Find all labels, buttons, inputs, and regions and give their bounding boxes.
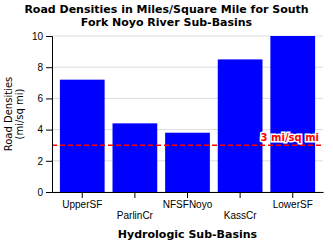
title-line: Road Densities in Miles/Square Mile for … xyxy=(24,3,308,16)
tick-label: 6 xyxy=(37,93,43,104)
y-axis-title-line: Road Densities xyxy=(3,77,14,152)
bar xyxy=(270,36,315,192)
y-axis-title-line: (mi/sq mi) xyxy=(14,88,25,139)
chart: 0 2 4 6 8 10 UpperSF ParlinCr NFSFNoyo KassCr Lowe… xyxy=(0,0,333,244)
tick: 6 xyxy=(37,93,52,104)
grid xyxy=(52,36,323,192)
tick-mark xyxy=(46,36,52,37)
y-axis: 0 2 4 6 8 10 xyxy=(32,31,53,198)
tick: 2 xyxy=(37,156,52,167)
tick-mark xyxy=(187,192,188,198)
annotation: 3 mi/sq mi xyxy=(261,132,319,143)
tick-label: NFSFNoyo xyxy=(163,199,213,210)
tick-mark xyxy=(82,192,83,198)
bar xyxy=(218,59,263,192)
y-axis-title: Road Densities(mi/sq mi) xyxy=(3,77,25,152)
bars xyxy=(52,36,323,192)
tick-mark xyxy=(46,192,52,193)
tick: LowerSF xyxy=(273,192,313,210)
tick-label: 10 xyxy=(32,31,44,42)
tick: UpperSF xyxy=(62,192,102,210)
tick: NFSFNoyo xyxy=(163,192,213,210)
bar xyxy=(113,123,158,192)
tick-label: 8 xyxy=(37,62,43,73)
tick: ParlinCr xyxy=(117,192,154,221)
tick-mark xyxy=(240,192,241,198)
tick: 4 xyxy=(37,124,52,135)
tick-mark xyxy=(46,130,52,131)
tick-mark xyxy=(46,98,52,99)
tick-mark xyxy=(46,67,52,68)
plot: 0 2 4 6 8 10 UpperSF ParlinCr NFSFNoyo KassCr Lowe… xyxy=(32,31,324,221)
x-axis: UpperSF ParlinCr NFSFNoyo KassCr LowerSF xyxy=(53,192,324,221)
tick-label: 4 xyxy=(37,124,43,135)
tick-label: LowerSF xyxy=(273,199,313,210)
tick-mark xyxy=(292,192,293,198)
bar xyxy=(60,80,105,192)
tick: 0 xyxy=(37,187,52,198)
bar xyxy=(165,133,210,192)
tick: 8 xyxy=(37,62,52,73)
tick-mark xyxy=(46,161,52,162)
tick: KassCr xyxy=(224,192,257,221)
tick-label: 2 xyxy=(37,156,43,167)
title: Road Densities in Miles/Square Mile for … xyxy=(24,3,308,29)
tick-mark xyxy=(134,192,135,198)
tick-label: 0 xyxy=(37,187,43,198)
tick-label: KassCr xyxy=(224,210,257,221)
tick: 10 xyxy=(32,31,52,42)
axis-line xyxy=(46,37,53,193)
reference-line xyxy=(52,144,323,146)
title-line: Fork Noyo River Sub-Basins xyxy=(81,16,253,29)
x-axis-title: Hydrologic Sub-Basins xyxy=(118,228,258,241)
tick-label: UpperSF xyxy=(62,199,102,210)
tick-label: ParlinCr xyxy=(117,210,154,221)
